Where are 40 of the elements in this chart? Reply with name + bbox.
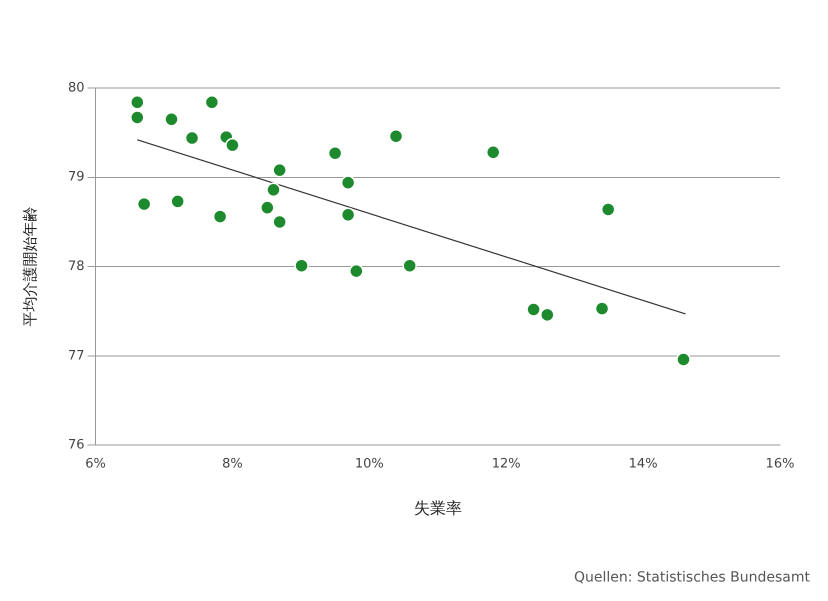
point [388, 128, 404, 144]
point [170, 194, 185, 209]
point [340, 208, 356, 222]
point [272, 162, 287, 178]
point [204, 95, 220, 110]
point [594, 301, 610, 316]
x-tick-label: 14% [628, 456, 658, 472]
y-axis-title: 平均介護開始年齢 [20, 206, 39, 327]
point [225, 138, 240, 152]
point [272, 214, 287, 230]
x-axis-title: 失業率 [414, 498, 462, 518]
point [130, 95, 145, 110]
point [340, 175, 356, 190]
point [540, 308, 555, 322]
source-note: Quellen: Statistisches Bundesamt [574, 570, 810, 586]
point [294, 258, 309, 273]
point [486, 145, 500, 160]
point [164, 112, 179, 127]
y-tick-label: 80 [68, 80, 85, 96]
point [260, 200, 275, 215]
point [212, 209, 228, 224]
point [526, 302, 541, 317]
x-tick-label: 8% [222, 456, 243, 472]
y-tick-label: 78 [68, 258, 85, 274]
point [402, 258, 417, 273]
point [136, 196, 152, 212]
point [600, 202, 616, 217]
point [266, 182, 281, 198]
point [184, 130, 200, 146]
y-tick-label: 77 [68, 348, 85, 364]
x-tick-label: 12% [492, 456, 521, 472]
y-tick-label: 79 [68, 170, 85, 185]
y-tick-label: 76 [68, 438, 85, 453]
point [676, 352, 691, 367]
x-tick-label: 10% [354, 456, 384, 472]
x-tick-label: 16% [766, 456, 794, 472]
x-tick-label: 6% [85, 456, 106, 472]
point [130, 110, 145, 125]
point [328, 146, 342, 160]
point [349, 264, 364, 278]
